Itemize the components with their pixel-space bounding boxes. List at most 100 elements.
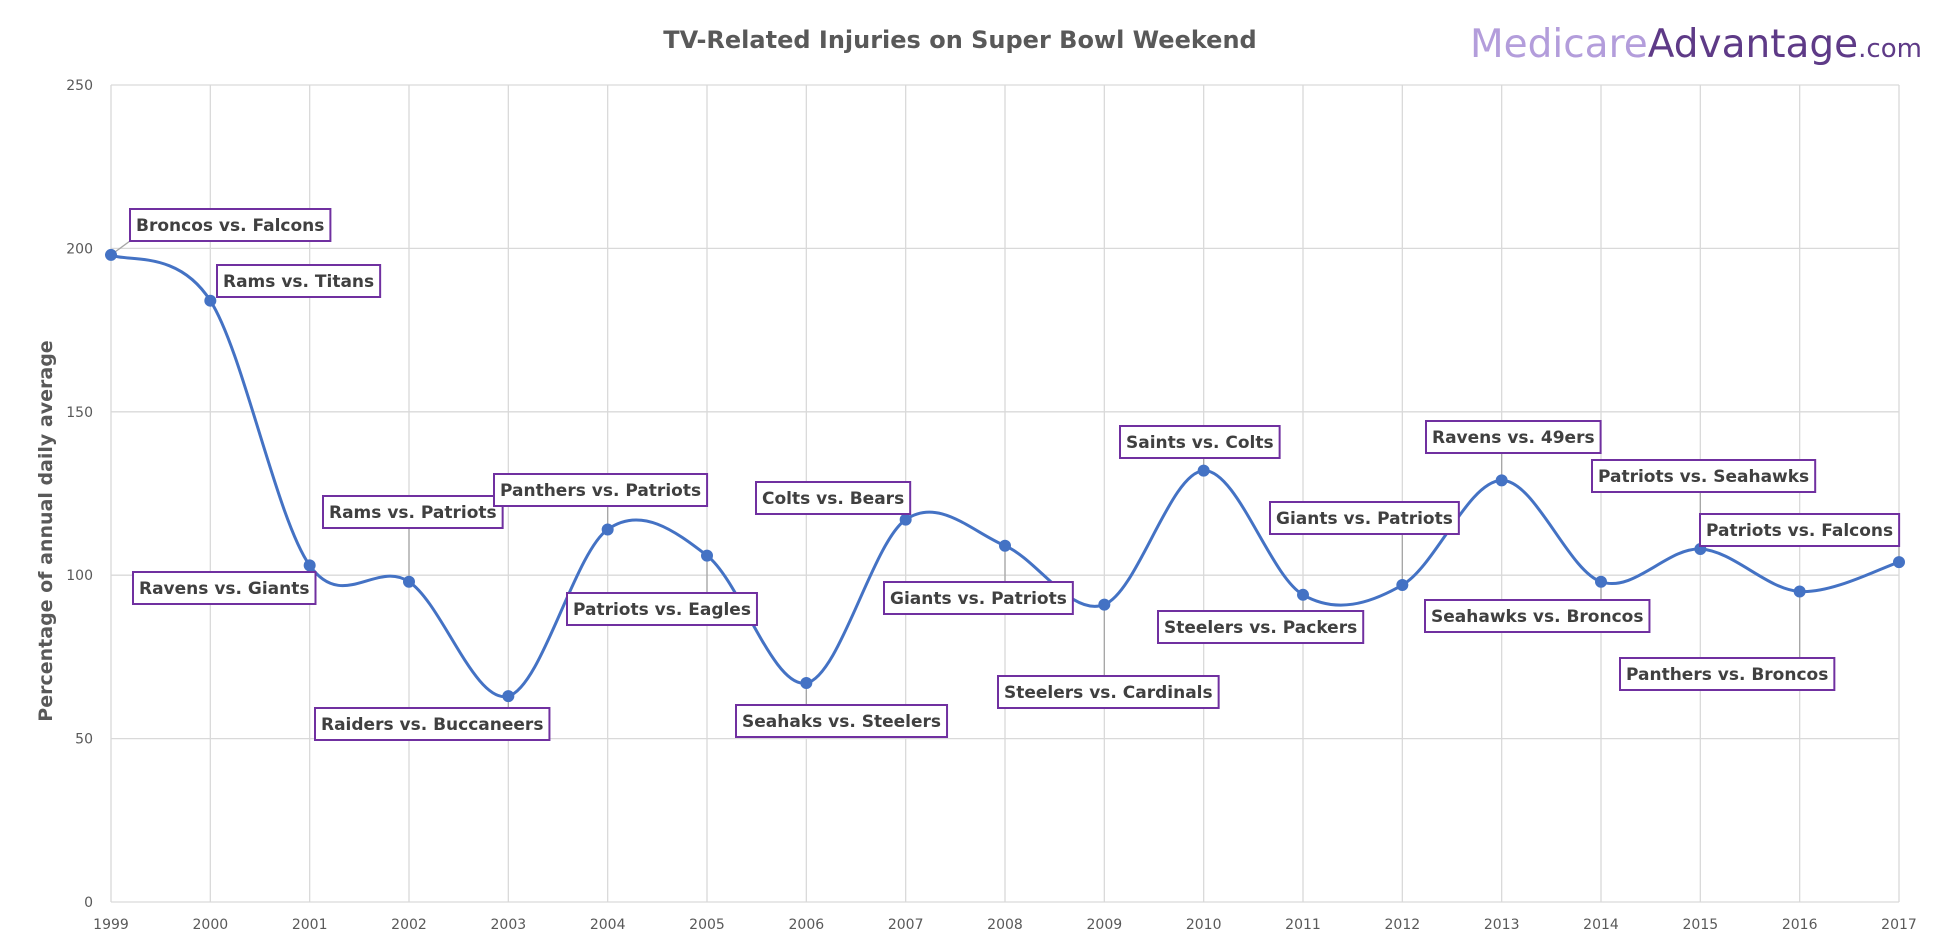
x-tick-label: 2003 bbox=[491, 917, 527, 933]
data-label-box bbox=[735, 704, 949, 738]
data-label: Patriots vs. Seahawks bbox=[1591, 459, 1817, 493]
data-label-box bbox=[314, 707, 551, 741]
x-tick-label: 2009 bbox=[1087, 917, 1123, 933]
data-label-text: Colts vs. Bears bbox=[762, 489, 904, 509]
data-label-box bbox=[1425, 420, 1602, 454]
data-point bbox=[1495, 474, 1508, 487]
logo-part-1: Medicare bbox=[1470, 22, 1648, 67]
data-point bbox=[701, 549, 713, 562]
data-label: Ravens vs. Giants bbox=[132, 571, 317, 605]
data-label: Giants vs. Patriots bbox=[1269, 501, 1460, 535]
x-tick-label: 2000 bbox=[193, 917, 229, 933]
data-label-box bbox=[1591, 459, 1817, 493]
x-tick-label: 2008 bbox=[987, 917, 1023, 933]
data-label: Ravens vs. 49ers bbox=[1425, 420, 1602, 454]
data-label-box bbox=[132, 571, 317, 605]
data-label: Seahaks vs. Steelers bbox=[735, 704, 949, 738]
data-label-text: Panthers vs. Patriots bbox=[500, 481, 701, 501]
data-label: Giants vs. Patriots bbox=[883, 581, 1074, 615]
data-label-box bbox=[129, 208, 332, 242]
data-label-box bbox=[493, 473, 709, 507]
data-label-text: Patriots vs. Seahawks bbox=[1598, 467, 1809, 487]
y-tick-label: 150 bbox=[66, 405, 93, 421]
data-label-text: Ravens vs. Giants bbox=[139, 579, 310, 599]
x-tick-label: 2007 bbox=[888, 917, 924, 933]
data-point bbox=[1297, 588, 1309, 601]
data-point bbox=[1396, 579, 1409, 592]
data-label: Panthers vs. Broncos bbox=[1619, 657, 1836, 691]
data-label-text: Giants vs. Patriots bbox=[890, 589, 1067, 609]
data-label-text: Saints vs. Colts bbox=[1126, 433, 1274, 453]
logo-part-3: .com bbox=[1858, 34, 1922, 64]
data-label-text: Seahaks vs. Steelers bbox=[742, 712, 941, 732]
data-label-text: Giants vs. Patriots bbox=[1276, 509, 1453, 529]
x-tick-label: 2013 bbox=[1484, 917, 1520, 933]
data-point bbox=[1197, 464, 1210, 477]
data-point bbox=[105, 248, 117, 261]
data-label: Steelers vs. Packers bbox=[1157, 610, 1365, 644]
y-tick-label: 0 bbox=[84, 895, 93, 911]
logo: MedicareAdvantage.com bbox=[1470, 22, 1922, 67]
data-label-box bbox=[1699, 513, 1901, 547]
data-label-box bbox=[1119, 425, 1281, 459]
data-label-box bbox=[1619, 657, 1836, 691]
data-label-text: Rams vs. Patriots bbox=[329, 503, 497, 523]
data-label: Raiders vs. Buccaneers bbox=[314, 707, 551, 741]
data-label-box bbox=[883, 581, 1074, 615]
y-tick-label: 50 bbox=[75, 732, 93, 748]
data-label: Saints vs. Colts bbox=[1119, 425, 1281, 459]
data-label-text: Patriots vs. Falcons bbox=[1706, 521, 1893, 541]
data-label: Colts vs. Bears bbox=[755, 481, 912, 515]
data-point bbox=[1098, 598, 1111, 611]
data-label-box bbox=[1424, 599, 1651, 633]
data-label: Rams vs. Patriots bbox=[322, 495, 504, 529]
data-point bbox=[303, 559, 316, 572]
data-label-text: Steelers vs. Cardinals bbox=[1004, 683, 1213, 703]
x-tick-label: 2014 bbox=[1583, 917, 1619, 933]
data-point bbox=[1793, 585, 1806, 598]
x-tick-label: 2004 bbox=[590, 917, 626, 933]
data-label-text: Seahawks vs. Broncos bbox=[1431, 607, 1643, 627]
x-tick-label: 2011 bbox=[1285, 917, 1321, 933]
series-line bbox=[110, 253, 1900, 698]
data-point bbox=[403, 575, 415, 588]
gridlines bbox=[110, 84, 1900, 903]
logo-part-2: Advantage bbox=[1648, 22, 1858, 67]
y-axis-label: Percentage of annual daily average bbox=[35, 340, 57, 721]
x-tick-label: 2016 bbox=[1782, 917, 1818, 933]
data-point bbox=[502, 690, 515, 703]
x-tick-label: 2010 bbox=[1186, 917, 1222, 933]
x-tick-label: 2006 bbox=[789, 917, 825, 933]
x-tick-labels: 1999 2000 2001 2002 2003 2004 2005 2006 2007 2008… bbox=[93, 917, 1917, 933]
data-point bbox=[1893, 556, 1905, 569]
data-label-text: Raiders vs. Buccaneers bbox=[321, 715, 543, 735]
data-label: Rams vs. Titans bbox=[216, 264, 382, 298]
x-tick-label: 2005 bbox=[689, 917, 725, 933]
data-points bbox=[105, 248, 1905, 703]
x-tick-label: 2017 bbox=[1881, 917, 1917, 933]
data-label-box bbox=[1157, 610, 1365, 644]
data-label: Patriots vs. Eagles bbox=[566, 592, 758, 626]
data-label-text: Patriots vs. Eagles bbox=[573, 600, 751, 620]
data-point bbox=[1595, 575, 1607, 588]
data-label: Steelers vs. Cardinals bbox=[997, 675, 1220, 709]
data-label-text: Rams vs. Titans bbox=[223, 272, 374, 292]
data-point bbox=[601, 523, 614, 536]
data-point bbox=[800, 677, 813, 690]
data-label-box bbox=[997, 675, 1220, 709]
data-label: Patriots vs. Falcons bbox=[1699, 513, 1901, 547]
data-label-box bbox=[755, 481, 912, 515]
x-tick-label: 2001 bbox=[292, 917, 328, 933]
x-tick-label: 2012 bbox=[1385, 917, 1421, 933]
x-tick-label: 1999 bbox=[93, 917, 129, 933]
data-label: Panthers vs. Patriots bbox=[493, 473, 709, 507]
y-tick-label: 250 bbox=[66, 78, 93, 94]
data-label-text: Steelers vs. Packers bbox=[1164, 618, 1357, 638]
y-tick-label: 200 bbox=[66, 241, 93, 257]
y-tick-labels: 0 50 100 150 200 250 bbox=[66, 78, 93, 911]
data-label-text: Panthers vs. Broncos bbox=[1626, 665, 1828, 685]
x-tick-label: 2002 bbox=[391, 917, 427, 933]
data-point bbox=[204, 294, 217, 307]
data-label-text: Broncos vs. Falcons bbox=[136, 216, 324, 236]
